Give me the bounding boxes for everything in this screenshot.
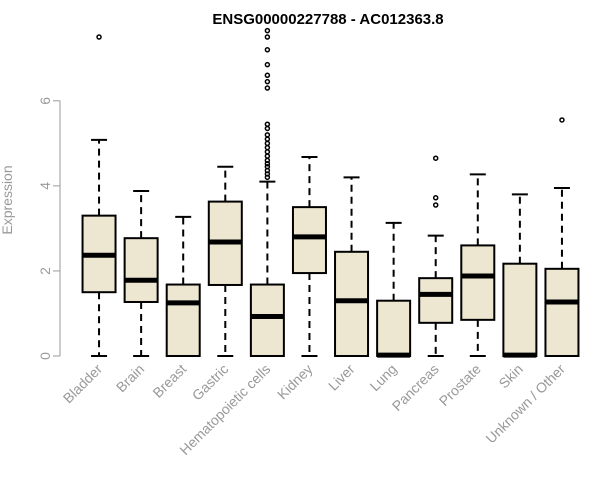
outlier-point <box>264 140 271 147</box>
box-group <box>291 155 327 357</box>
box-group <box>334 176 370 357</box>
boxes-layer <box>81 27 580 358</box>
box-group <box>544 117 580 358</box>
chart-title: ENSG00000227788 - AC012363.8 <box>212 11 443 28</box>
outlier-point <box>96 34 102 40</box>
box <box>123 237 159 303</box>
outlier-point <box>432 195 439 201</box>
box-group <box>123 189 159 357</box>
x-tick-label: Bladder <box>60 361 106 407</box>
outlier-point <box>264 27 271 34</box>
outlier-point <box>264 144 271 151</box>
box <box>418 277 454 324</box>
box <box>291 206 327 275</box>
outlier-point <box>264 85 271 91</box>
outlier-point <box>264 132 271 138</box>
x-tick-label: Skin <box>495 361 526 392</box>
outlier-point <box>264 72 271 79</box>
y-tick-label: 4 <box>37 182 53 190</box>
outlier-point <box>264 78 271 85</box>
x-tick-label: Kidney <box>274 361 316 403</box>
box-group <box>249 27 285 358</box>
x-tick-label: Liver <box>325 361 358 394</box>
x-tick-label: Brain <box>113 361 147 395</box>
outlier-point <box>264 121 271 127</box>
outlier-point <box>264 163 271 170</box>
outlier-point <box>264 149 271 155</box>
outlier-point <box>264 153 271 159</box>
x-tick-label: Unknown / Other <box>482 361 568 447</box>
outlier-point <box>264 157 271 164</box>
outlier-point <box>559 117 565 123</box>
y-tick-label: 6 <box>37 97 53 105</box>
x-tick-label: Pancreas <box>389 361 442 414</box>
box-group <box>502 193 538 358</box>
outlier-point <box>264 34 271 40</box>
box-group <box>418 155 454 357</box>
y-axis: 0 2 4 6 <box>37 97 61 360</box>
outlier-point <box>264 61 271 68</box>
box-group <box>460 173 496 357</box>
outlier-point <box>432 202 439 208</box>
box <box>165 283 201 358</box>
box <box>376 299 412 357</box>
box-group <box>207 165 243 357</box>
box <box>502 262 538 357</box>
x-tick-label: Prostate <box>436 361 484 409</box>
box-group <box>165 215 201 358</box>
y-tick-label: 2 <box>37 267 53 275</box>
outlier-point <box>264 47 271 53</box>
x-tick-label: Lung <box>366 361 399 394</box>
box <box>544 267 580 358</box>
box <box>334 250 370 357</box>
box <box>249 283 285 358</box>
x-tick-label: Breast <box>149 361 189 401</box>
outlier-point <box>264 125 271 132</box>
y-tick-label: 0 <box>37 352 53 360</box>
outlier-point <box>264 136 271 142</box>
box-group <box>376 221 412 358</box>
y-axis-label: Expression <box>0 165 15 234</box>
box <box>460 244 496 321</box>
box-group <box>81 34 117 357</box>
outlier-point <box>432 155 439 161</box>
